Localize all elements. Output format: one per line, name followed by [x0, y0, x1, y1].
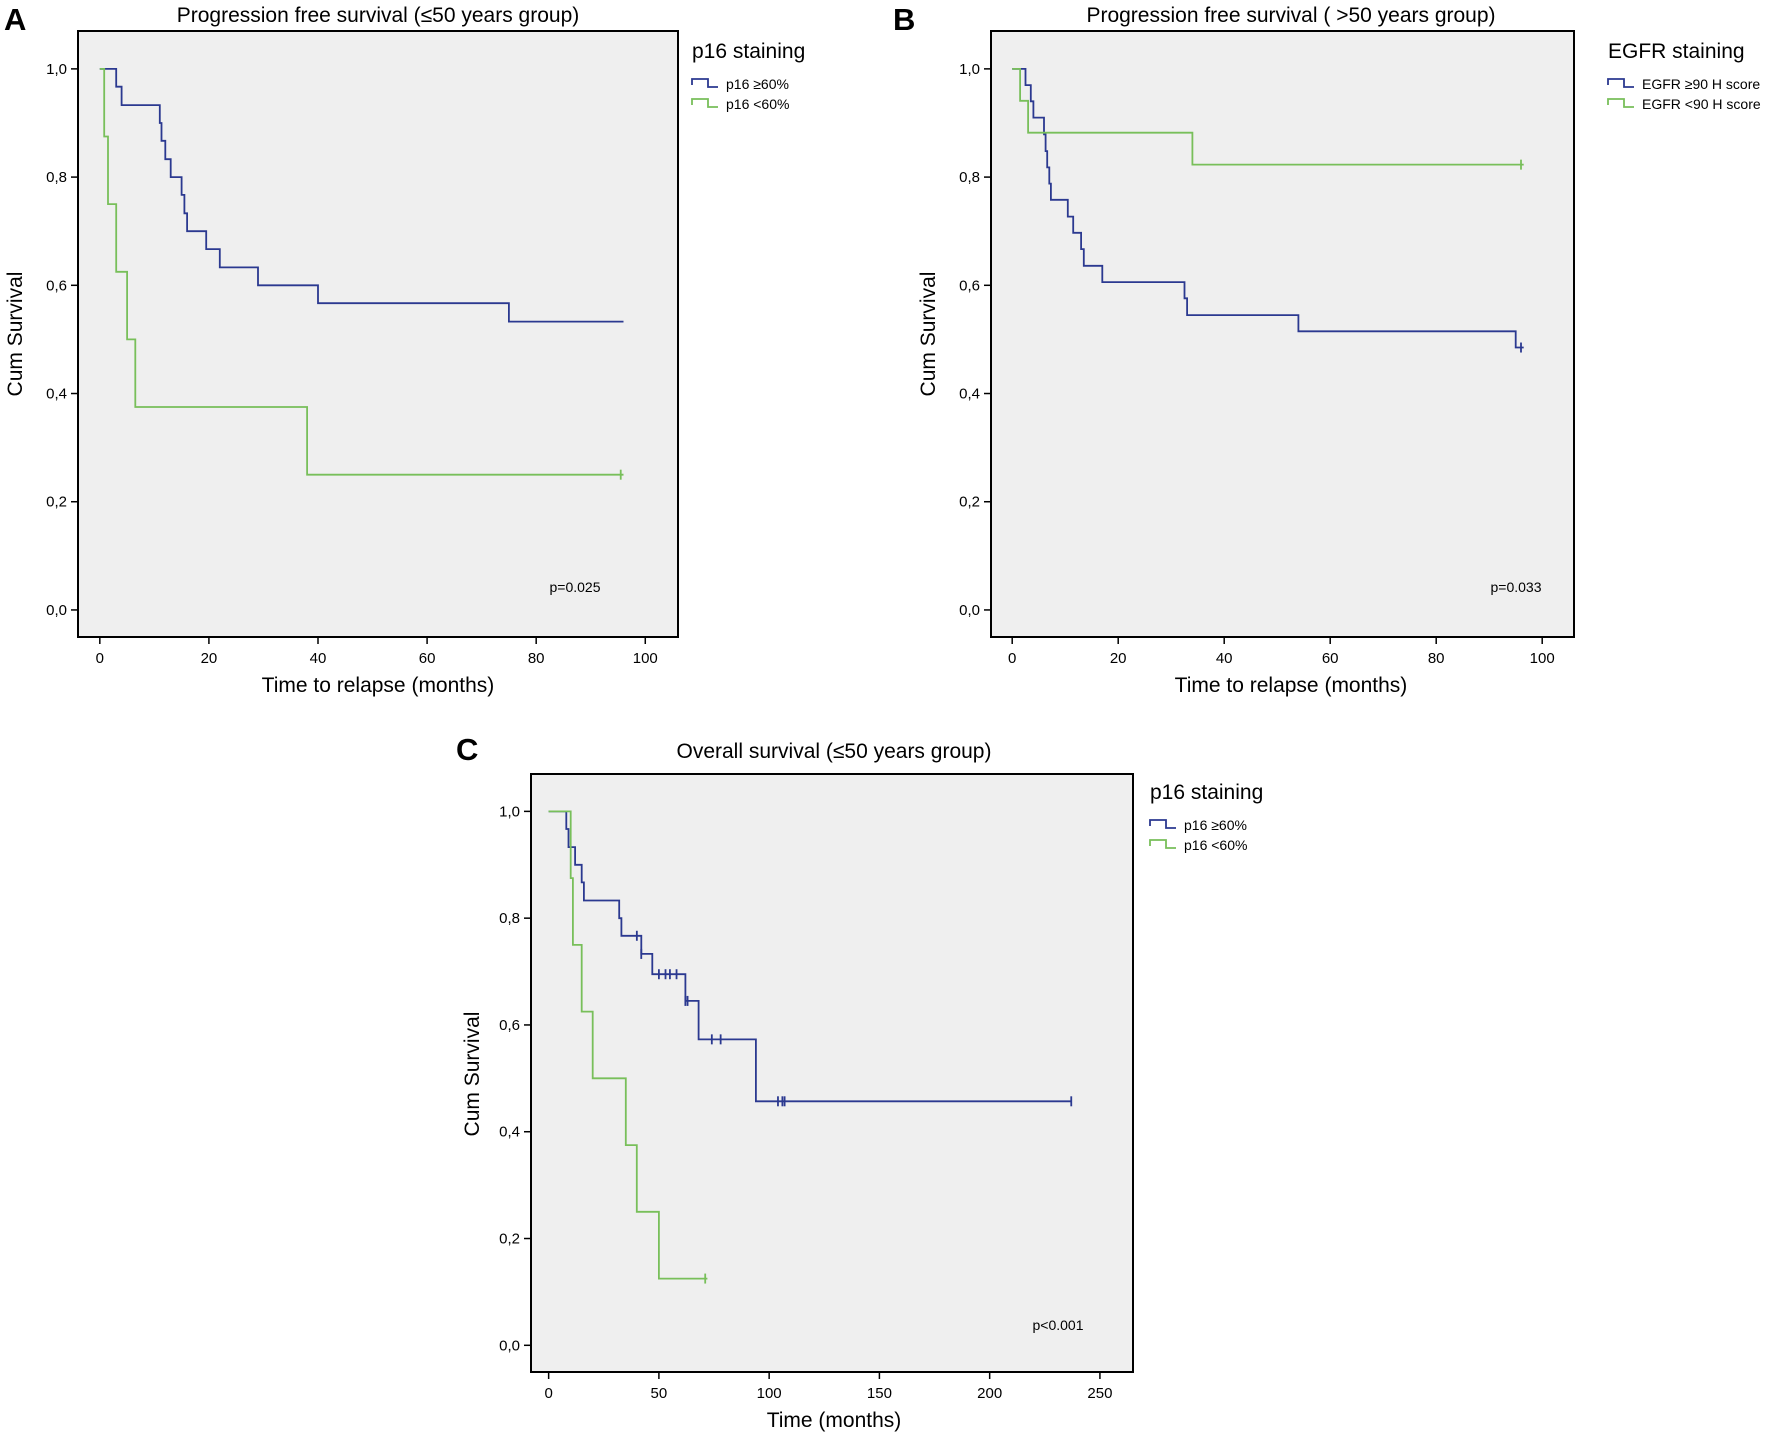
y-tick-label: 0,4: [499, 1124, 520, 1141]
survival-curve-high: [1012, 68, 1524, 349]
y-tick-label: 0,0: [46, 602, 67, 619]
y-tick-label: 0,4: [959, 386, 980, 403]
x-tick-label: 80: [1428, 650, 1445, 667]
legend-swatch: [691, 78, 718, 88]
y-tick-label: 0,6: [499, 1017, 520, 1034]
p-value-annotation: p<0.001: [1033, 1317, 1084, 1333]
panel-a: A Progression free survival (≤50 years gr…: [4, 2, 805, 697]
legend-swatch: [1607, 78, 1634, 88]
y-axis-label: Cum Survival: [917, 272, 940, 397]
survival-curve-high: [99, 68, 624, 323]
y-axis-label: Cum Survival: [461, 1012, 484, 1137]
plot-area: [530, 773, 1134, 1373]
chart-title: Overall survival (≤50 years group): [677, 740, 992, 763]
chart-title: Progression free survival (≤50 years gro…: [177, 4, 580, 27]
y-tick-label: 0,8: [499, 910, 520, 927]
y-tick-label: 0,6: [46, 277, 67, 294]
x-axis-label: Time to relapse (months): [262, 674, 495, 697]
x-tick-label: 80: [528, 650, 545, 667]
x-tick-label: 0: [544, 1385, 552, 1402]
legend-title: p16 staining: [1150, 781, 1263, 804]
y-tick-label: 1,0: [499, 803, 520, 820]
p-value-annotation: p=0.025: [550, 579, 601, 595]
plot-area: [77, 30, 679, 638]
legend-swatch: [691, 98, 718, 108]
legend-swatch: [1149, 839, 1176, 849]
legend-swatch: [1607, 98, 1634, 108]
panel-letter: A: [4, 2, 26, 37]
p-value-annotation: p=0.033: [1491, 579, 1542, 595]
x-tick-label: 0: [96, 650, 104, 667]
legend-label: p16 <60%: [726, 96, 789, 112]
legend-label: EGFR <90 H score: [1642, 96, 1761, 112]
x-tick-label: 60: [1322, 650, 1339, 667]
survival-curve-low: [548, 810, 708, 1280]
x-tick-label: 20: [1110, 650, 1127, 667]
x-tick-label: 150: [867, 1385, 892, 1402]
legend-title: EGFR staining: [1608, 40, 1745, 63]
x-tick-label: 40: [310, 650, 327, 667]
x-tick-label: 250: [1087, 1385, 1112, 1402]
panel-letter: C: [456, 732, 478, 767]
y-tick-label: 1,0: [959, 61, 980, 78]
x-tick-label: 100: [1530, 650, 1555, 667]
x-tick-label: 100: [757, 1385, 782, 1402]
y-tick-label: 0,0: [499, 1337, 520, 1354]
x-tick-label: 20: [201, 650, 218, 667]
panel-b: B Progression free survival ( >50 years g…: [893, 2, 1761, 697]
survival-curve-high: [548, 810, 1072, 1103]
chart-title: Progression free survival ( >50 years gr…: [1086, 4, 1495, 27]
x-tick-label: 40: [1216, 650, 1233, 667]
y-tick-label: 0,0: [959, 602, 980, 619]
y-tick-label: 0,8: [959, 169, 980, 186]
y-tick-label: 0,6: [959, 277, 980, 294]
x-tick-label: 0: [1008, 650, 1016, 667]
y-tick-label: 0,8: [46, 169, 67, 186]
x-tick-label: 100: [633, 650, 658, 667]
panel-letter: B: [893, 2, 915, 37]
x-tick-label: 50: [651, 1385, 668, 1402]
survival-curve-low: [99, 68, 624, 476]
legend-label: EGFR ≥90 H score: [1642, 76, 1760, 92]
x-tick-label: 200: [977, 1385, 1002, 1402]
y-tick-label: 1,0: [46, 61, 67, 78]
y-tick-label: 0,2: [499, 1231, 520, 1248]
y-tick-label: 0,4: [46, 386, 67, 403]
y-tick-label: 0,2: [46, 494, 67, 511]
x-tick-label: 60: [419, 650, 436, 667]
panel-c: C Overall survival (≤50 years group) 0,0 0,…: [456, 732, 1263, 1432]
y-tick-label: 0,2: [959, 494, 980, 511]
y-axis-label: Cum Survival: [4, 272, 27, 397]
legend-swatch: [1149, 819, 1176, 829]
x-axis-label: Time to relapse (months): [1175, 674, 1408, 697]
legend-label: p16 ≥60%: [1184, 817, 1247, 833]
legend-label: p16 <60%: [1184, 837, 1247, 853]
survival-curve-low: [1012, 68, 1524, 166]
legend-title: p16 staining: [692, 40, 805, 63]
x-axis-label: Time (months): [767, 1409, 902, 1432]
plot-area: [990, 30, 1575, 638]
legend-label: p16 ≥60%: [726, 76, 789, 92]
